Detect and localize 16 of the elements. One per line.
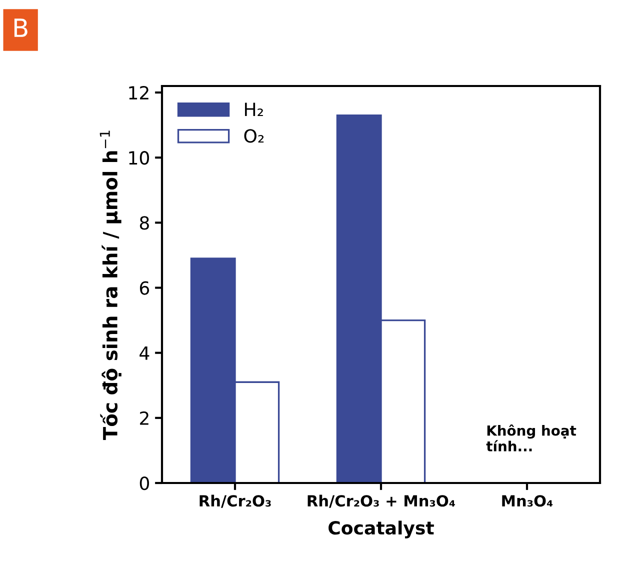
y-tick-label: 2 — [140, 411, 148, 425]
y-tick-label: 8 — [140, 216, 149, 230]
annotation: Không hoạt tính... — [486, 424, 576, 452]
y-axis-title: Tốc độ sinh ra khí / μmol h$^{−1}$ — [100, 130, 122, 440]
x-tick-label: Rh/Cr₂O₃ + Mn₃O₄ — [308, 494, 455, 508]
x-tick-label: Mn₃O₄ — [502, 495, 553, 507]
legend-label: O₂ — [244, 129, 264, 143]
y-tick-label: 0 — [140, 476, 149, 490]
y-tick-label: 4 — [140, 346, 150, 360]
y-tick-label: 12 — [129, 86, 148, 100]
legend-label: H₂ — [245, 102, 263, 116]
y-tick-label: 10 — [129, 151, 149, 165]
x-axis-title: Cocatalyst — [328, 520, 434, 538]
chart-title: B — [14, 18, 28, 37]
y-tick-label: 6 — [140, 281, 150, 295]
x-tick-label: Rh/Cr₂O₃ — [200, 494, 271, 508]
